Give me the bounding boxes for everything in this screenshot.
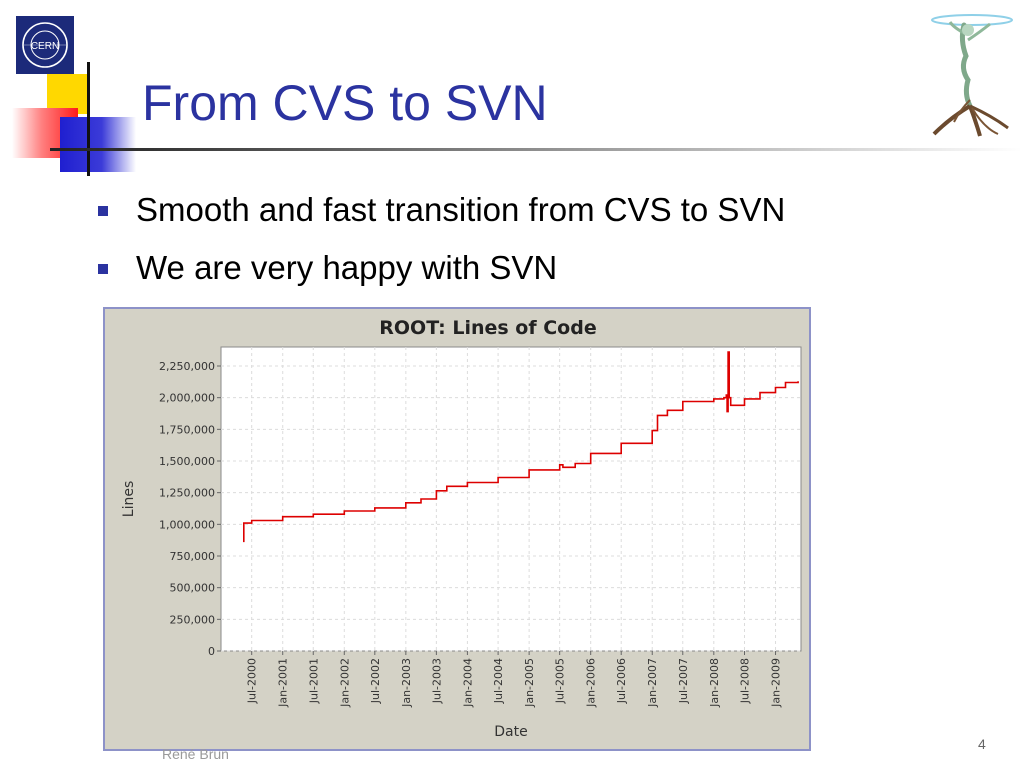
footer-author: René Brun: [162, 746, 229, 762]
decor-blue-square: [60, 117, 136, 172]
y-tick-label: 1,750,000: [159, 423, 215, 436]
bullet-item: Smooth and fast transition from CVS to S…: [98, 186, 785, 244]
y-tick-label: 2,250,000: [159, 360, 215, 373]
y-tick-label: 500,000: [170, 582, 216, 595]
title-underline: [50, 148, 1022, 151]
x-tick-label: Jan-2004: [461, 658, 474, 708]
y-tick-label: 0: [208, 645, 215, 658]
x-tick-label: Jul-2007: [677, 658, 690, 704]
x-tick-label: Jan-2008: [708, 658, 721, 708]
x-tick-label: Jul-2001: [307, 658, 320, 704]
x-tick-label: Jan-2003: [400, 658, 413, 708]
y-tick-label: 1,000,000: [159, 518, 215, 531]
x-tick-label: Jan-2009: [770, 658, 783, 708]
decor-vertical-line: [87, 62, 90, 176]
grid: [221, 347, 801, 652]
x-axis: Jul-2000 Jan-2001 Jul-2001 Jan-2002 Jul-2002…: [246, 651, 783, 708]
chart-title: ROOT: Lines of Code: [379, 317, 596, 339]
decor-yellow-square: [47, 74, 89, 114]
svg-text:CERN: CERN: [31, 41, 59, 52]
lines-of-code-chart: ROOT: Lines of Code 0 250,000 500,000 750,0…: [121, 317, 802, 740]
x-tick-label: Jul-2000: [246, 658, 259, 704]
y-axis-label: Lines: [121, 481, 137, 517]
bullet-item: We are very happy with SVN: [98, 244, 785, 302]
x-tick-label: Jul-2006: [615, 658, 628, 704]
bullet-text: Smooth and fast transition from CVS to S…: [136, 191, 786, 228]
x-tick-label: Jan-2007: [646, 658, 659, 708]
bullet-list: Smooth and fast transition from CVS to S…: [98, 186, 785, 302]
cern-logo: CERN: [16, 16, 74, 74]
y-tick-label: 750,000: [170, 550, 216, 563]
x-tick-label: Jan-2002: [338, 658, 351, 708]
x-tick-label: Jul-2003: [430, 658, 443, 704]
y-tick-label: 1,250,000: [159, 487, 215, 500]
x-tick-label: Jan-2001: [277, 658, 290, 708]
page-number: 4: [978, 736, 986, 752]
y-tick-label: 1,500,000: [159, 455, 215, 468]
y-tick-label: 250,000: [170, 613, 216, 626]
y-tick-label: 2,000,000: [159, 392, 215, 405]
x-tick-label: Jul-2005: [554, 658, 567, 704]
slide-title: From CVS to SVN: [142, 75, 548, 131]
y-axis: 0 250,000 500,000 750,000 1,000,000 1,250,000…: [159, 360, 221, 658]
x-tick-label: Jan-2005: [523, 658, 536, 708]
x-tick-label: Jul-2004: [492, 658, 505, 704]
square-bullet-icon: [98, 264, 108, 274]
x-axis-label: Date: [494, 724, 527, 740]
x-tick-label: Jul-2002: [369, 658, 382, 704]
x-tick-label: Jul-2008: [739, 658, 752, 704]
chart-frame: ROOT: Lines of Code 0 250,000 500,000 750,0…: [103, 307, 811, 751]
root-tree-logo: [920, 10, 1018, 138]
series-line: [243, 351, 799, 543]
square-bullet-icon: [98, 206, 108, 216]
x-tick-label: Jan-2006: [585, 658, 598, 708]
bullet-text: We are very happy with SVN: [136, 249, 558, 286]
